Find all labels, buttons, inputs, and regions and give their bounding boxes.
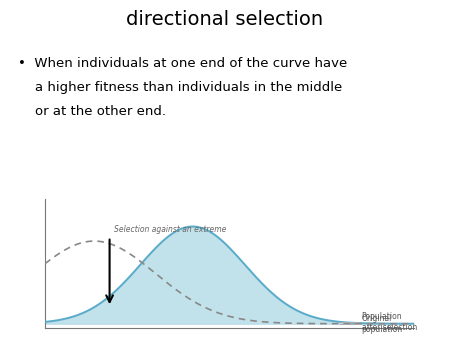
Text: a higher fitness than individuals in the middle: a higher fitness than individuals in the… xyxy=(18,81,342,94)
Text: or at the other end.: or at the other end. xyxy=(18,105,166,118)
Text: •  When individuals at one end of the curve have: • When individuals at one end of the cur… xyxy=(18,57,347,70)
Text: Population
after selection: Population after selection xyxy=(362,312,417,332)
Text: Original
population: Original population xyxy=(362,314,403,334)
Text: directional selection: directional selection xyxy=(126,10,324,29)
Text: Selection against an extreme: Selection against an extreme xyxy=(114,225,227,234)
